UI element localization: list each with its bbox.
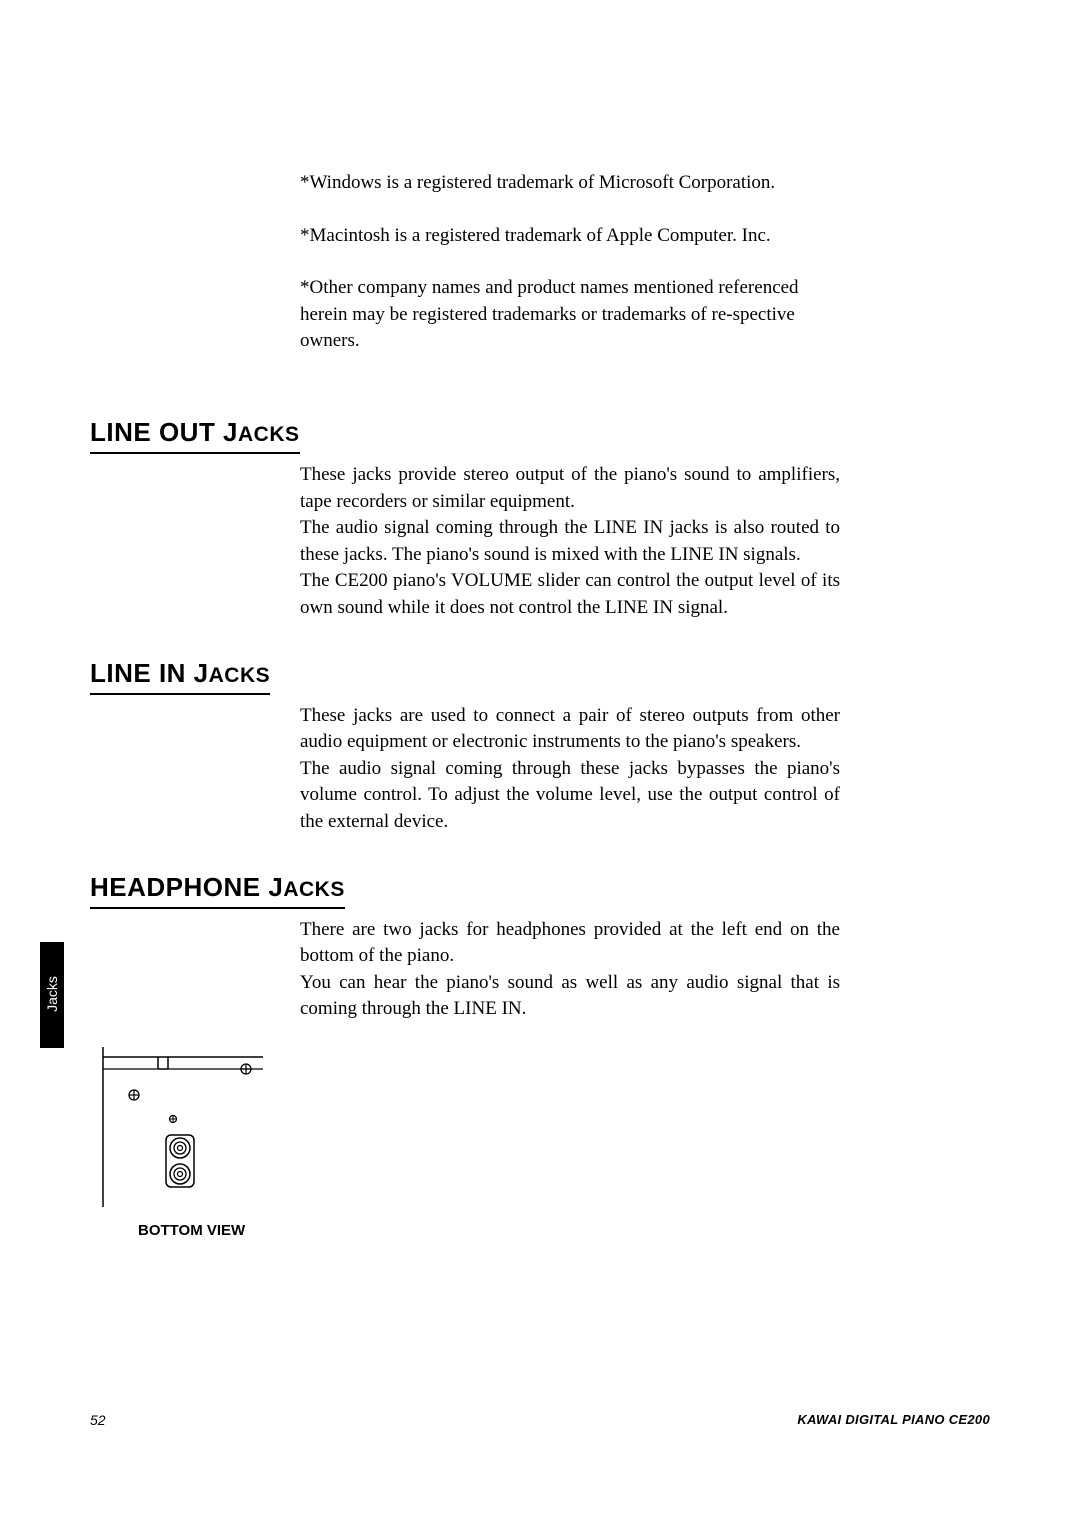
page-number: 52 — [90, 1412, 106, 1428]
section-line-in: LINE IN JACKS These jacks are used to co… — [90, 622, 990, 836]
footer-title: KAWAI DIGITAL PIANO CE200 — [797, 1412, 990, 1427]
heading-sub: ACKS — [209, 664, 271, 687]
heading-main: HEADPHONE J — [90, 872, 283, 902]
heading-headphone: HEADPHONE JACKS — [90, 872, 345, 909]
section-headphone: HEADPHONE JACKS There are two jacks for … — [90, 836, 990, 1023]
headphone-jack-icon — [170, 1164, 190, 1184]
screw-icon — [129, 1090, 139, 1100]
screw-icon — [170, 1115, 177, 1122]
heading-main: LINE IN J — [90, 658, 209, 688]
section-line-out: LINE OUT JACKS These jacks provide stere… — [90, 381, 990, 622]
jack-diagram-svg — [98, 1047, 268, 1207]
trademark-para-1: *Windows is a registered trademark of Mi… — [300, 170, 840, 197]
trademark-para-3: *Other company names and product names m… — [300, 275, 840, 355]
heading-line-out: LINE OUT JACKS — [90, 417, 300, 454]
screw-icon — [241, 1064, 251, 1074]
body-line-in: These jacks are used to connect a pair o… — [300, 703, 840, 836]
diagram-caption: BOTTOM VIEW — [138, 1222, 990, 1239]
side-tab: Jacks — [40, 942, 64, 1048]
body-line-out: These jacks provide stereo output of the… — [300, 462, 840, 622]
heading-main: LINE OUT J — [90, 417, 238, 447]
trademark-para-2: *Macintosh is a registered trademark of … — [300, 223, 840, 250]
side-tab-label: Jacks — [44, 941, 60, 1047]
body-headphone: There are two jacks for headphones provi… — [300, 917, 840, 1023]
headphone-jack-icon — [170, 1138, 190, 1158]
heading-sub: ACKS — [283, 878, 345, 901]
trademark-block: *Windows is a registered trademark of Mi… — [300, 170, 840, 355]
heading-sub: ACKS — [238, 423, 300, 446]
heading-line-in: LINE IN JACKS — [90, 658, 270, 695]
page-footer: 52 KAWAI DIGITAL PIANO CE200 — [90, 1412, 990, 1436]
bottom-view-diagram: BOTTOM VIEW — [98, 1047, 990, 1239]
page-content: *Windows is a registered trademark of Mi… — [90, 170, 990, 1239]
